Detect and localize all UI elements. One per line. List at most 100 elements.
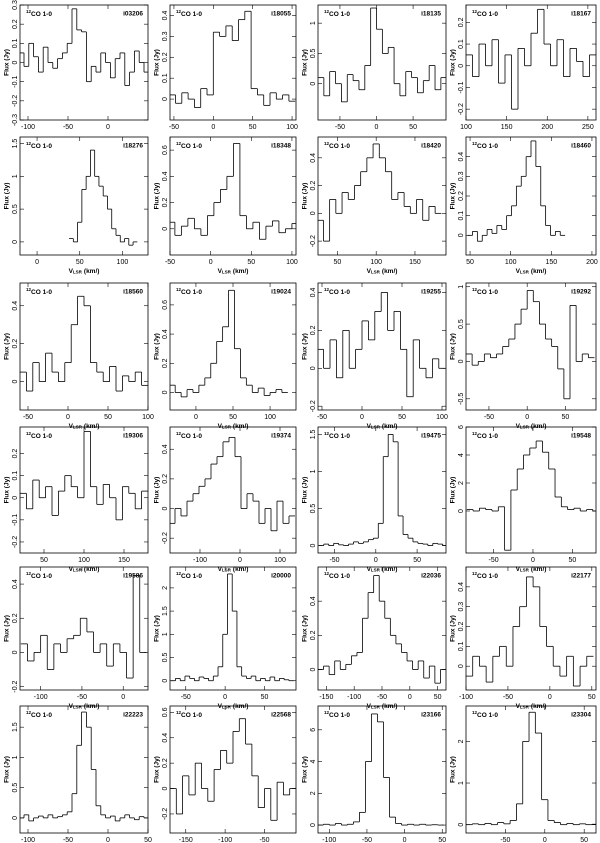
y-axis-label: Flux (Jy) <box>302 615 309 642</box>
y-tick-label: 0.2 <box>310 630 317 640</box>
y-tick-label: -0.1 <box>12 76 19 88</box>
isotope: 12 <box>324 287 330 292</box>
y-tick-label: 0.2 <box>458 622 465 632</box>
y-axis-label: Flux (Jy) <box>450 49 457 76</box>
source-name: i22223 <box>123 712 143 719</box>
x-tick-label: -150 <box>319 694 333 701</box>
y-axis-label: Flux (Jy) <box>4 756 11 783</box>
x-label-symbol: V <box>69 268 74 275</box>
x-label-symbol: V <box>69 423 74 430</box>
x-tick-label: 0 <box>106 124 110 131</box>
molecule: CO 1-0 <box>477 11 498 18</box>
source-name: i19475 <box>421 433 441 440</box>
molecule: CO 1-0 <box>31 289 52 296</box>
y-axis-label: Flux (Jy) <box>302 333 309 360</box>
y-tick-label: 0 <box>12 816 19 820</box>
y-tick-label: 0.4 <box>458 582 465 592</box>
y-tick-label: 0 <box>310 82 317 86</box>
plot-frame <box>465 426 597 554</box>
y-tick-label: 0 <box>458 233 465 237</box>
y-tick-label: 1 <box>458 285 465 289</box>
line-label: 12CO 1-0 <box>176 287 202 296</box>
line-label: 12CO 1-0 <box>472 287 498 296</box>
source-name: i18420 <box>421 143 441 150</box>
x-axis-label: VLSR (km/) <box>218 566 249 573</box>
molecule: CO 1-0 <box>329 289 350 296</box>
isotope: 12 <box>26 710 32 715</box>
x-label-subscript: LSR <box>520 568 530 573</box>
y-tick-label: 0 <box>310 667 317 671</box>
spectrum-panel: 50 100 150 -0.2 0 0.2 0.4 12CO 1-0 i18420 Flux (J… <box>302 136 447 275</box>
x-tick-label: -100 <box>21 124 35 131</box>
x-label-symbol: V <box>218 566 223 573</box>
molecule: CO 1-0 <box>181 712 202 719</box>
y-axis-label: Flux (Jy) <box>450 183 457 210</box>
x-tick-label: -50 <box>259 837 269 843</box>
x-tick-label: 100 <box>370 259 382 266</box>
x-tick-label: 0 <box>223 694 227 701</box>
y-tick-label: 2 <box>310 791 317 795</box>
x-label-symbol: V <box>367 566 372 573</box>
x-label-subscript: LSR <box>73 270 83 275</box>
line-label: 12CO 1-0 <box>324 431 350 440</box>
source-name: i18167 <box>571 11 591 18</box>
line-label: 12CO 1-0 <box>176 571 202 580</box>
isotope: 12 <box>176 9 182 14</box>
y-tick-label: 0 <box>12 650 19 654</box>
x-tick-label: 0 <box>66 414 70 421</box>
molecule: CO 1-0 <box>31 433 52 440</box>
line-label: 12CO 1-0 <box>472 710 498 719</box>
y-tick-label: 0 <box>162 97 169 101</box>
isotope: 12 <box>176 431 182 436</box>
x-tick-label: -50 <box>500 837 510 843</box>
molecule: CO 1-0 <box>477 143 498 150</box>
y-tick-label: 0 <box>458 64 465 68</box>
x-tick-label: 50 <box>40 557 48 564</box>
x-tick-label: 50 <box>568 557 576 564</box>
x-tick-label: 100 <box>78 557 90 564</box>
source-name: i18560 <box>123 289 143 296</box>
x-tick-label: 150 <box>409 259 421 266</box>
y-tick-label: -0.1 <box>458 81 465 93</box>
plot-frame <box>19 282 149 411</box>
source-name: i23304 <box>571 712 591 719</box>
molecule: CO 1-0 <box>31 143 52 150</box>
plot-frame <box>169 136 297 256</box>
line-label: 12CO 1-0 <box>472 9 498 18</box>
x-tick-label: 50 <box>247 259 255 266</box>
y-tick-label: 1.5 <box>310 429 317 439</box>
y-tick-label: 0.5 <box>162 653 169 663</box>
x-label-unit: (km/) <box>233 423 249 430</box>
y-axis-label: Flux (Jy) <box>302 756 309 783</box>
x-tick-label: -50 <box>169 124 179 131</box>
y-tick-label: -0.2 <box>458 103 465 115</box>
plot-frame <box>317 566 447 691</box>
plot-frame <box>317 426 447 554</box>
y-tick-label: 1.5 <box>162 606 169 616</box>
x-tick-label: -100 <box>347 694 361 701</box>
y-axis-label: Flux (Jy) <box>4 183 11 210</box>
y-tick-label: 2 <box>458 481 465 485</box>
y-tick-label: 0.2 <box>162 358 169 368</box>
y-axis-label: Flux (Jy) <box>302 477 309 504</box>
x-tick-label: 100 <box>286 124 298 131</box>
plot-frame <box>465 282 597 411</box>
source-name: i20000 <box>271 573 291 580</box>
x-label-subscript: LSR <box>371 568 381 573</box>
x-tick-label: 50 <box>398 414 406 421</box>
plot-frame <box>317 282 447 411</box>
y-axis-label: Flux (Jy) <box>154 756 161 783</box>
isotope: 12 <box>324 710 330 715</box>
x-tick-label: 250 <box>582 124 594 131</box>
plot-frame <box>19 566 149 691</box>
x-tick-label: 0 <box>209 259 213 266</box>
y-tick-label: 0.3 <box>458 171 465 181</box>
x-tick-label: 0 <box>121 694 125 701</box>
x-tick-label: 50 <box>409 124 417 131</box>
x-tick-label: 0 <box>408 694 412 701</box>
x-tick-label: 100 <box>505 259 517 266</box>
source-name: i18348 <box>271 143 291 150</box>
spectrum-panel: -100 -50 0 -0.2 0 0.2 0.4 12CO 1-0 i19586 Flux (J… <box>4 566 149 710</box>
